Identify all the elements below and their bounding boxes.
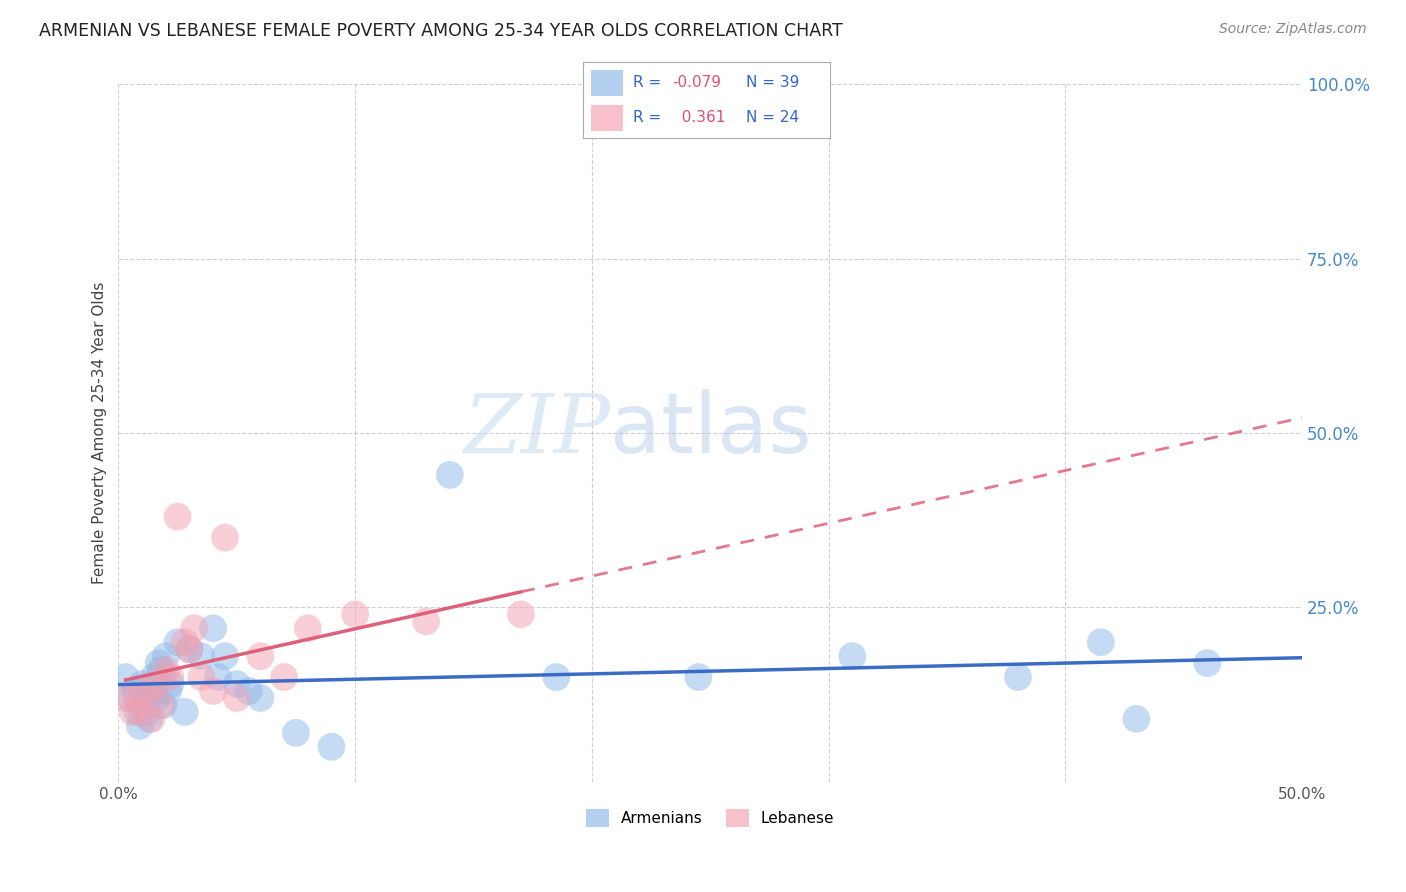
- Point: [509, 607, 531, 622]
- Point: [225, 677, 247, 691]
- Legend: Armenians, Lebanese: Armenians, Lebanese: [579, 803, 841, 833]
- Point: [238, 684, 260, 698]
- Point: [145, 677, 167, 691]
- Point: [202, 684, 225, 698]
- Point: [183, 621, 205, 635]
- Point: [135, 684, 157, 698]
- Point: [179, 642, 201, 657]
- Text: N = 39: N = 39: [747, 76, 799, 90]
- Point: [131, 691, 153, 706]
- Point: [190, 649, 212, 664]
- Point: [202, 621, 225, 635]
- FancyBboxPatch shape: [591, 70, 623, 95]
- Text: R =: R =: [633, 111, 666, 125]
- Point: [344, 607, 367, 622]
- Point: [128, 719, 150, 733]
- Point: [152, 698, 174, 712]
- Text: atlas: atlas: [610, 389, 811, 470]
- Point: [157, 684, 180, 698]
- Point: [121, 705, 143, 719]
- Point: [214, 649, 236, 664]
- Point: [141, 712, 163, 726]
- Point: [127, 705, 149, 719]
- Point: [141, 684, 163, 698]
- Point: [159, 677, 181, 691]
- Point: [148, 656, 170, 670]
- Text: R =: R =: [633, 76, 666, 90]
- Point: [214, 531, 236, 545]
- Point: [1197, 656, 1219, 670]
- Point: [120, 691, 142, 706]
- Text: ARMENIAN VS LEBANESE FEMALE POVERTY AMONG 25-34 YEAR OLDS CORRELATION CHART: ARMENIAN VS LEBANESE FEMALE POVERTY AMON…: [39, 22, 844, 40]
- Point: [155, 649, 177, 664]
- Text: Source: ZipAtlas.com: Source: ZipAtlas.com: [1219, 22, 1367, 37]
- Point: [131, 705, 153, 719]
- Point: [249, 649, 271, 664]
- Point: [297, 621, 319, 635]
- Point: [114, 670, 136, 684]
- Point: [145, 691, 167, 706]
- Point: [135, 705, 157, 719]
- Text: 0.361: 0.361: [672, 111, 725, 125]
- Point: [321, 739, 343, 754]
- Point: [166, 635, 188, 649]
- Point: [179, 642, 201, 657]
- Point: [190, 670, 212, 684]
- Point: [124, 684, 146, 698]
- Point: [546, 670, 568, 684]
- Text: -0.079: -0.079: [672, 76, 721, 90]
- Point: [173, 705, 195, 719]
- Point: [173, 635, 195, 649]
- Point: [225, 691, 247, 706]
- Y-axis label: Female Poverty Among 25-34 Year Olds: Female Poverty Among 25-34 Year Olds: [93, 282, 107, 584]
- Point: [285, 726, 308, 740]
- Point: [249, 691, 271, 706]
- Point: [131, 677, 153, 691]
- Point: [841, 649, 863, 664]
- Point: [166, 509, 188, 524]
- Point: [142, 670, 165, 684]
- Point: [439, 467, 461, 482]
- Point: [155, 663, 177, 677]
- Point: [207, 670, 229, 684]
- Point: [1125, 712, 1147, 726]
- Point: [138, 712, 160, 726]
- Point: [273, 670, 295, 684]
- Point: [159, 670, 181, 684]
- Point: [1007, 670, 1029, 684]
- Point: [127, 691, 149, 706]
- Point: [114, 691, 136, 706]
- Text: N = 24: N = 24: [747, 111, 799, 125]
- Point: [688, 670, 710, 684]
- Point: [134, 698, 156, 712]
- Point: [150, 698, 173, 712]
- Point: [150, 663, 173, 677]
- Text: ZIP: ZIP: [463, 390, 610, 469]
- FancyBboxPatch shape: [591, 105, 623, 130]
- Point: [415, 615, 437, 629]
- Point: [1090, 635, 1112, 649]
